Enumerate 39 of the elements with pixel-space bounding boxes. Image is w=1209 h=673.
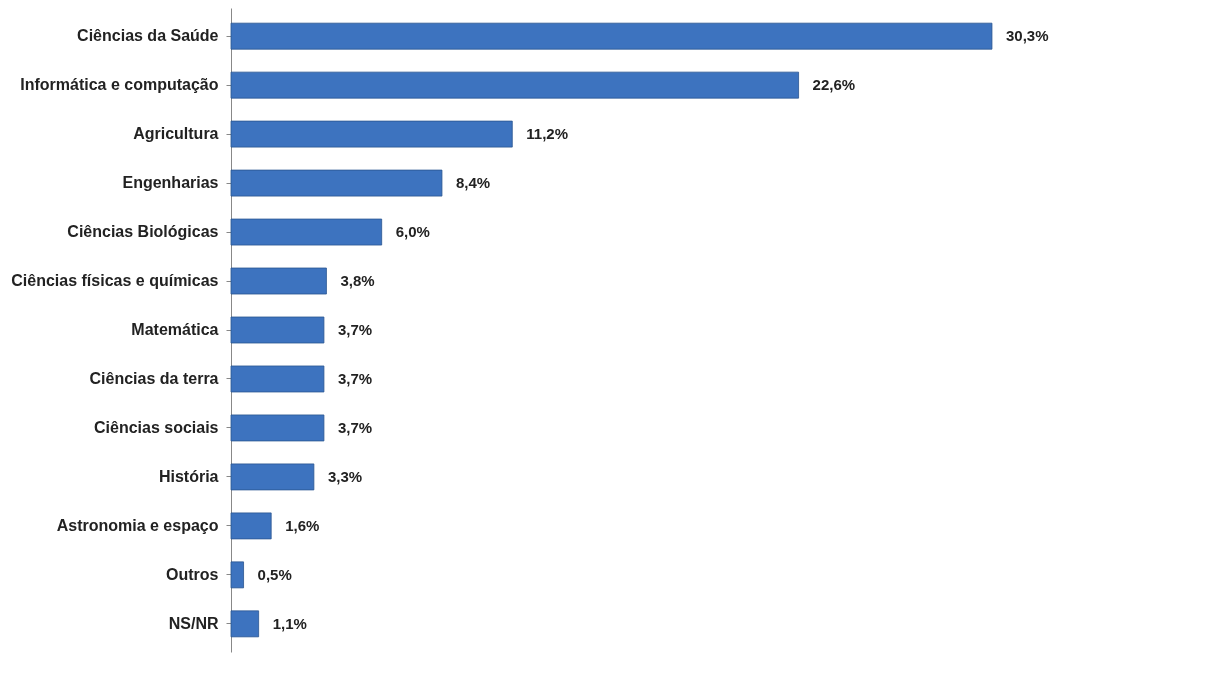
y-tick-label: Ciências Biológicas — [67, 223, 219, 241]
data-label: 22,6% — [812, 76, 856, 94]
bar — [230, 71, 799, 99]
y-tick-label: Outros — [166, 565, 219, 583]
y-tick-label: Astronomia e espaço — [56, 516, 219, 534]
bar — [230, 561, 244, 589]
bar — [230, 22, 993, 50]
data-label: 3,7% — [337, 369, 373, 387]
y-tick-label: NS/NR — [168, 614, 219, 632]
data-label: 30,3% — [1005, 27, 1049, 45]
data-label: 3,3% — [327, 467, 363, 485]
bar — [230, 218, 383, 246]
y-tick-label: Engenharias — [122, 174, 219, 192]
data-label: 3,8% — [340, 272, 375, 290]
y-tick-label: Ciências da Saúde — [77, 27, 219, 45]
data-label: 8,4% — [455, 174, 491, 192]
y-tick-label: Informática e computação — [20, 76, 219, 94]
bar — [230, 512, 272, 540]
bar — [230, 169, 443, 197]
bar — [230, 414, 325, 442]
data-label: 11,2% — [526, 125, 568, 143]
data-label: 0,5% — [257, 565, 292, 583]
y-tick-label: Ciências da terra — [89, 369, 219, 387]
bar — [230, 610, 260, 638]
data-label: 6,0% — [395, 223, 430, 241]
bar — [230, 463, 315, 491]
y-tick-label: Agricultura — [133, 125, 219, 143]
bar — [230, 267, 327, 295]
y-tick-label: Ciências sociais — [93, 418, 219, 436]
bar — [230, 316, 325, 344]
y-tick-label: Ciências físicas e químicas — [11, 272, 219, 290]
bar — [230, 120, 513, 148]
data-label: 1,1% — [272, 614, 307, 632]
bar — [230, 365, 325, 393]
data-label: 3,7% — [337, 321, 373, 338]
data-label: 1,6% — [285, 516, 320, 534]
y-tick-label: Matemática — [131, 321, 219, 338]
y-tick-label: História — [158, 467, 219, 485]
data-label: 3,7% — [337, 418, 373, 436]
